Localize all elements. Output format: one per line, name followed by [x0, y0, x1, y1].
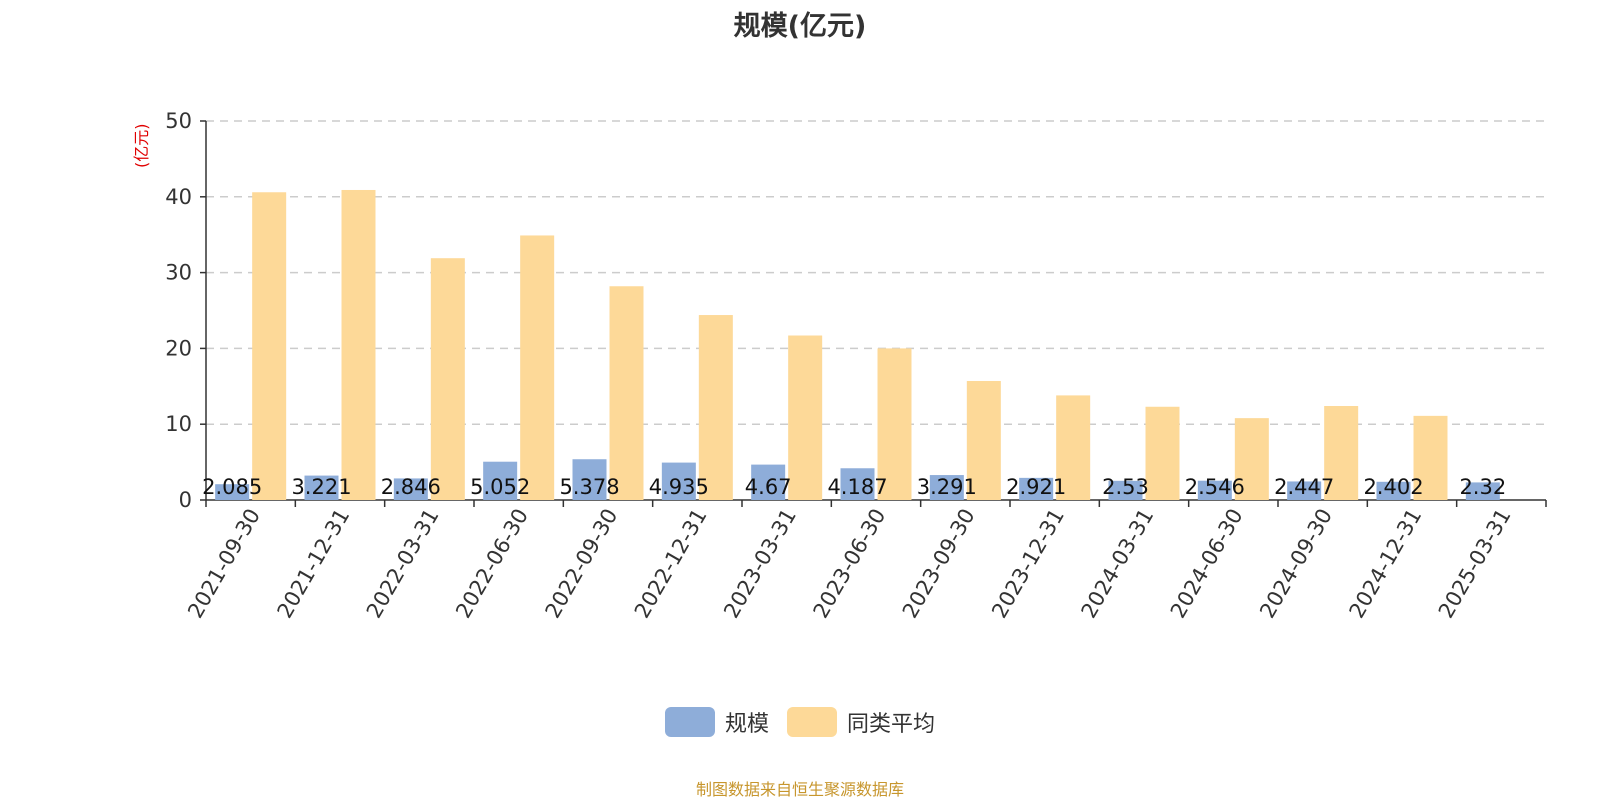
source-note: 制图数据来自恒生聚源数据库	[695, 780, 904, 799]
y-tick-label: 40	[165, 185, 192, 209]
bar-scale	[572, 459, 607, 500]
y-tick-label: 20	[165, 336, 192, 360]
bar-peer-average	[609, 286, 644, 500]
x-tick-label: 2021-09-30	[183, 505, 265, 623]
y-tick-label: 50	[165, 109, 192, 133]
bar-peer-average	[1413, 415, 1448, 500]
bar-scale	[1197, 480, 1232, 500]
bar-peer-average	[520, 235, 555, 500]
bar-peer-average	[1056, 395, 1091, 500]
data-label-scale: 2.402	[1363, 475, 1423, 499]
x-tick-label: 2024-12-31	[1345, 505, 1427, 623]
bar-scale	[483, 461, 518, 500]
data-label-scale: 2.921	[1006, 475, 1066, 499]
legend: 规模 同类平均	[0, 706, 1600, 738]
bar-scale	[215, 484, 250, 500]
bar-peer-average	[252, 192, 287, 500]
data-label-scale: 2.085	[202, 475, 262, 499]
y-tick-label: 0	[179, 488, 192, 512]
bar-peer-average	[341, 189, 376, 500]
legend-label-scale: 规模	[724, 712, 769, 737]
bar-peer-average	[877, 348, 912, 500]
bar-scale	[661, 462, 696, 500]
legend-item-peer-average[interactable]: 同类平均	[787, 706, 935, 738]
bar-peer-average	[430, 258, 465, 500]
bar-peer-average	[788, 335, 823, 500]
x-tick-label: 2023-03-31	[719, 505, 801, 623]
bar-peer-average	[1324, 406, 1359, 500]
bar-peer-average	[698, 315, 733, 500]
legend-swatch-peer-average	[787, 707, 837, 737]
x-tick-label: 2025-03-31	[1434, 505, 1516, 623]
x-tick-label: 2024-09-30	[1255, 505, 1337, 623]
legend-item-scale[interactable]: 规模	[664, 706, 769, 738]
bar-scale	[929, 475, 964, 500]
x-tick-label: 2022-09-30	[541, 505, 623, 623]
bar-scale	[393, 478, 428, 500]
x-tick-label: 2023-12-31	[987, 505, 1069, 623]
bar-scale	[1108, 480, 1143, 500]
x-tick-label: 2021-12-31	[273, 505, 355, 623]
y-tick-label: 10	[165, 412, 192, 436]
x-tick-label: 2022-03-31	[362, 505, 444, 623]
bar-scale	[304, 475, 339, 500]
x-tick-label: 2024-06-30	[1166, 505, 1248, 623]
bar-peer-average	[966, 380, 1001, 500]
bar-peer-average	[1145, 406, 1180, 500]
data-label-scale: 2.447	[1274, 475, 1334, 499]
y-tick-label: 30	[165, 261, 192, 285]
legend-label-peer-average: 同类平均	[847, 712, 936, 737]
bar-scale	[1019, 477, 1054, 500]
data-label-scale: 2.546	[1185, 475, 1245, 499]
chart-title: 规模(亿元)	[733, 11, 867, 42]
x-tick-label: 2023-09-30	[898, 504, 980, 622]
data-label-scale: 4.187	[827, 475, 887, 499]
bar-scale	[1287, 481, 1322, 500]
x-tick-label: 2024-03-31	[1077, 505, 1159, 623]
data-label-scale: 2.53	[1102, 475, 1149, 499]
data-label-scale: 3.291	[917, 475, 977, 499]
x-tick-label: 2023-06-30	[809, 505, 891, 623]
data-label-scale: 4.935	[649, 475, 709, 499]
bar-peer-average	[1234, 418, 1269, 500]
data-label-scale: 3.221	[291, 475, 351, 499]
data-label-scale: 5.378	[559, 475, 619, 499]
bar-scale	[751, 464, 786, 500]
data-label-scale: 2.846	[381, 475, 441, 499]
data-label-scale: 5.052	[470, 475, 530, 499]
x-tick-label: 2022-06-30	[451, 505, 533, 623]
bar-scale	[1465, 482, 1500, 500]
bar-scale	[1376, 481, 1411, 500]
legend-swatch-scale	[664, 707, 715, 737]
x-tick-label: 2022-12-31	[630, 505, 712, 623]
bar-scale	[840, 468, 875, 500]
data-label-scale: 4.67	[745, 475, 792, 499]
data-label-scale: 2.32	[1459, 475, 1506, 499]
